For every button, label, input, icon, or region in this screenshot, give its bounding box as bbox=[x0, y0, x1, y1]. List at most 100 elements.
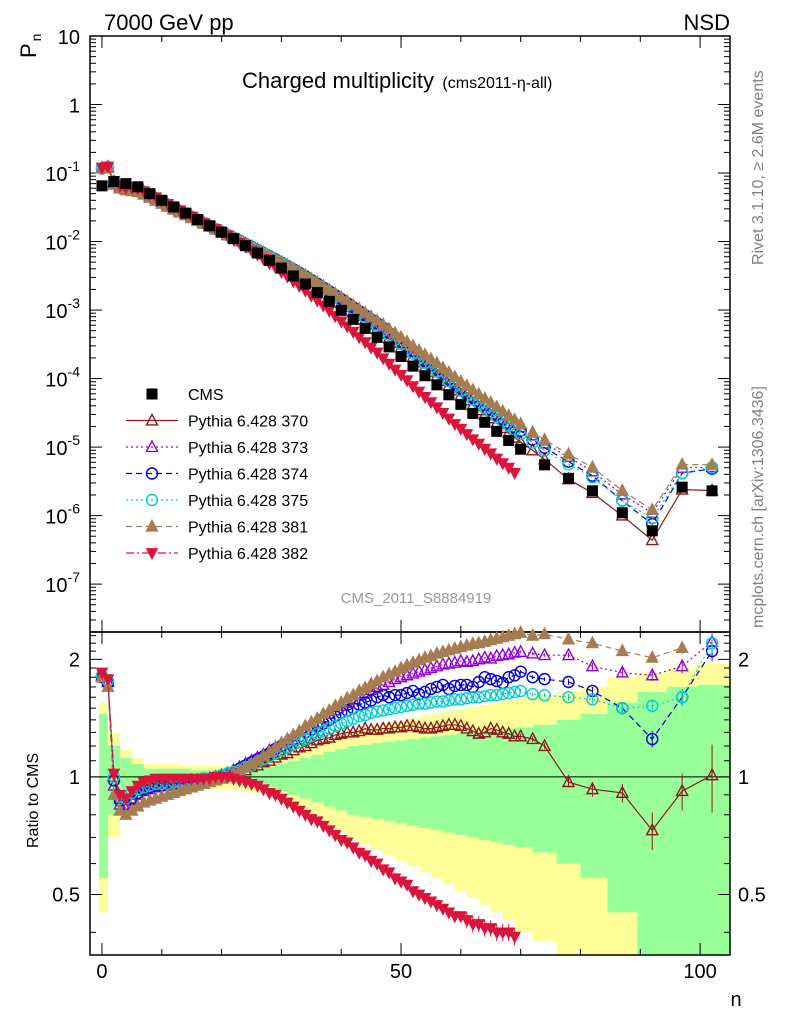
series-point-ratio bbox=[490, 688, 503, 702]
series-point-ratio bbox=[675, 640, 689, 653]
series-point-ratio bbox=[484, 688, 497, 702]
series-point-top bbox=[370, 312, 384, 326]
cms-data-point bbox=[586, 485, 598, 497]
series-point-top bbox=[364, 308, 378, 322]
series-point-top bbox=[705, 457, 719, 470]
series-point-top bbox=[561, 446, 576, 460]
series-point-top bbox=[478, 391, 492, 404]
series-point-ratio bbox=[478, 650, 492, 663]
series-point-top bbox=[436, 360, 450, 373]
y-tick-label-top: 10-4 bbox=[45, 364, 80, 392]
series-point-ratio bbox=[448, 717, 462, 730]
series-point-ratio bbox=[526, 671, 539, 684]
series-point-ratio bbox=[293, 735, 306, 749]
series-point-top bbox=[412, 342, 426, 356]
series-point-top bbox=[502, 408, 516, 421]
cms-data-point bbox=[455, 398, 467, 410]
legend-label: Pythia 6.428 374 bbox=[188, 467, 308, 484]
series-point-ratio bbox=[376, 688, 390, 702]
series-point-ratio bbox=[412, 719, 426, 733]
series-point-top bbox=[328, 285, 342, 299]
y-tick-label-exponent: -2 bbox=[68, 227, 81, 243]
series-point-ratio bbox=[340, 714, 354, 728]
series-point-ratio bbox=[352, 723, 366, 737]
series-point-ratio bbox=[585, 658, 600, 672]
cms-data-point bbox=[491, 425, 503, 437]
series-point-ratio bbox=[615, 665, 629, 678]
series-point-top bbox=[418, 347, 432, 360]
cms-data-point bbox=[287, 270, 299, 282]
series-point-ratio bbox=[514, 665, 527, 678]
series-point-ratio bbox=[335, 717, 348, 730]
series-point-ratio bbox=[561, 631, 576, 645]
series-point-ratio bbox=[513, 625, 528, 638]
y-tick-label-top: 10 bbox=[58, 27, 80, 49]
series-point-ratio bbox=[400, 686, 414, 700]
series-point-top bbox=[346, 297, 360, 311]
series-point-ratio bbox=[119, 793, 133, 806]
chart-subtitle: (cms2011-η-all) bbox=[442, 75, 552, 92]
cms-data-point bbox=[275, 262, 287, 274]
series-point-ratio bbox=[484, 650, 498, 664]
series-point-ratio bbox=[490, 722, 504, 735]
y-tick-label-top: 10-2 bbox=[45, 227, 80, 255]
y-tick-label-base: 10 bbox=[45, 301, 67, 323]
series-point-ratio bbox=[311, 727, 324, 740]
legend-label: Pythia 6.428 370 bbox=[188, 414, 308, 431]
series-point-top bbox=[382, 321, 396, 335]
series-point-ratio bbox=[646, 732, 659, 746]
series-point-ratio bbox=[615, 643, 629, 657]
series-point-ratio bbox=[490, 674, 503, 688]
series-point-ratio bbox=[466, 691, 480, 704]
series-point-ratio bbox=[394, 700, 408, 714]
series-point-ratio bbox=[502, 726, 516, 739]
series-point-ratio bbox=[502, 686, 515, 700]
cms-data-point bbox=[676, 481, 688, 493]
series-point-top bbox=[442, 365, 456, 378]
legend-label: Pythia 6.428 375 bbox=[188, 493, 308, 510]
y-tick-label-bottom-left: 0.5 bbox=[52, 885, 80, 907]
series-point-ratio bbox=[113, 803, 127, 816]
series-point-ratio bbox=[358, 708, 372, 722]
series-point-ratio bbox=[400, 879, 414, 892]
y-tick-label-bottom-right: 2 bbox=[738, 649, 749, 671]
series-point-ratio bbox=[131, 780, 145, 793]
series-point-ratio bbox=[436, 695, 450, 708]
chart-title-group: Charged multiplicity (cms2011-η-all) bbox=[242, 68, 552, 93]
series-point-top bbox=[334, 289, 348, 303]
y-tick-label-base: 10 bbox=[45, 370, 67, 392]
y-axis-label-top-text: P bbox=[16, 43, 41, 58]
y-axis-label-bottom: Ratio to CMS bbox=[25, 753, 42, 848]
legend-entry: CMS bbox=[146, 387, 224, 404]
y-tick-label-top: 1 bbox=[69, 96, 80, 118]
x-tick-label: 0 bbox=[96, 961, 107, 983]
cms-data-point bbox=[706, 485, 718, 497]
series-point-ratio bbox=[101, 674, 115, 687]
cms-data-point bbox=[479, 416, 491, 428]
series-point-ratio bbox=[442, 694, 456, 707]
series-point-ratio bbox=[561, 774, 576, 788]
series-point-ratio bbox=[448, 693, 462, 706]
y-tick-label-base: 10 bbox=[45, 164, 67, 186]
series-point-ratio bbox=[358, 721, 372, 734]
legend-entry: Pythia 6.428 375 bbox=[126, 493, 308, 510]
series-point-ratio bbox=[370, 705, 384, 718]
y-tick-label-base: 10 bbox=[45, 575, 67, 597]
series-point-top bbox=[340, 293, 354, 307]
cms-data-point bbox=[299, 278, 311, 290]
series-point-top bbox=[382, 358, 396, 371]
series-point-ratio bbox=[561, 647, 576, 661]
cms-data-point bbox=[204, 220, 216, 232]
y-tick-label-base: 10 bbox=[45, 438, 67, 460]
series-point-top bbox=[513, 416, 528, 430]
y-tick-label-top: 10-7 bbox=[45, 569, 80, 597]
series-line-top bbox=[101, 166, 713, 520]
series-point-top bbox=[352, 301, 366, 314]
series-point-ratio bbox=[125, 786, 139, 799]
series-point-ratio bbox=[382, 691, 396, 704]
series-point-ratio bbox=[508, 669, 521, 682]
y-tick-label-bottom-left: 2 bbox=[69, 649, 80, 671]
y-axis-label-top: Pn bbox=[16, 34, 44, 58]
series-point-ratio bbox=[537, 738, 552, 752]
